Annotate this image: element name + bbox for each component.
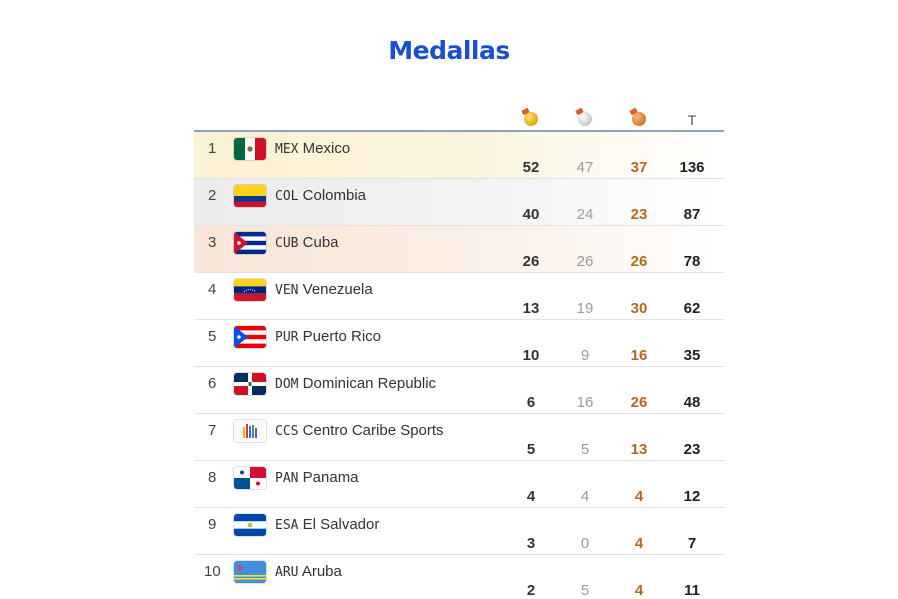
cuba-flag-icon <box>234 232 266 254</box>
table-row[interactable]: 7 CCS Centro Caribe Sports 5 5 13 23 <box>194 414 724 461</box>
rank: 9 <box>208 516 217 533</box>
table-header: T <box>194 104 724 132</box>
country-name[interactable]: CCS Centro Caribe Sports <box>275 422 444 439</box>
country-name[interactable]: PAN Panama <box>275 469 359 486</box>
bronze-count: 13 <box>630 441 648 458</box>
panama-flag-icon <box>234 467 266 489</box>
el-salvador-flag-icon <box>234 514 266 536</box>
colombia-flag-icon <box>234 185 266 207</box>
silver-count: 16 <box>576 394 594 411</box>
gold-count: 2 <box>526 582 536 599</box>
table-row[interactable]: 5 PUR Puerto Rico 10 9 16 35 <box>194 320 724 367</box>
rank: 8 <box>208 469 217 486</box>
total-count: 11 <box>684 582 700 599</box>
total-count: 12 <box>683 488 701 505</box>
centro-caribe-sports-logo-icon <box>234 420 266 442</box>
silver-count: 47 <box>576 159 594 176</box>
bronze-count: 26 <box>630 253 648 270</box>
total-count: 35 <box>683 347 701 364</box>
total-count: 7 <box>687 535 697 552</box>
table-row[interactable]: 9 ESA El Salvador 3 0 4 7 <box>194 508 724 555</box>
gold-count: 10 <box>522 347 540 364</box>
rank: 10 <box>204 563 221 580</box>
silver-count: 5 <box>580 582 590 599</box>
bronze-medal-icon <box>624 112 654 129</box>
silver-count: 26 <box>576 253 594 270</box>
silver-count: 24 <box>576 206 594 223</box>
gold-count: 5 <box>526 441 536 458</box>
country-name[interactable]: PUR Puerto Rico <box>275 328 382 345</box>
gold-count: 4 <box>526 488 536 505</box>
silver-count: 4 <box>580 488 590 505</box>
total-count: 78 <box>683 253 701 270</box>
dominican-republic-flag-icon <box>234 373 266 395</box>
total-count: 87 <box>683 206 701 223</box>
gold-count: 13 <box>522 300 540 317</box>
gold-count: 52 <box>522 159 540 176</box>
bronze-count: 16 <box>630 347 648 364</box>
rank: 4 <box>208 281 217 298</box>
puerto-rico-flag-icon <box>234 326 266 348</box>
rank: 5 <box>208 328 217 345</box>
table-row[interactable]: 6 DOM Dominican Republic 6 16 26 48 <box>194 367 724 414</box>
table-row[interactable]: 2 COL Colombia 40 24 23 87 <box>194 179 724 226</box>
country-name[interactable]: MEX Mexico <box>275 140 351 157</box>
gold-count: 26 <box>522 253 540 270</box>
silver-count: 5 <box>580 441 590 458</box>
bronze-count: 26 <box>630 394 648 411</box>
silver-medal-icon <box>570 112 600 129</box>
bronze-count: 4 <box>634 488 644 505</box>
page-title: Medallas <box>388 36 510 65</box>
rank: 6 <box>208 375 217 392</box>
country-name[interactable]: CUB Cuba <box>275 234 339 251</box>
rank: 1 <box>208 140 217 157</box>
bronze-count: 23 <box>630 206 648 223</box>
venezuela-flag-icon <box>234 279 266 301</box>
total-column-header: T <box>687 112 697 128</box>
country-name[interactable]: ARU Aruba <box>275 563 342 580</box>
country-name[interactable]: VEN Venezuela <box>275 281 373 298</box>
country-name[interactable]: COL Colombia <box>275 187 367 204</box>
bronze-count: 4 <box>634 535 644 552</box>
gold-count: 3 <box>526 535 536 552</box>
gold-medal-icon <box>516 112 546 129</box>
silver-count: 9 <box>580 347 590 364</box>
silver-count: 19 <box>576 300 594 317</box>
table-row[interactable]: 3 CUB Cuba 26 26 26 78 <box>194 226 724 273</box>
country-name[interactable]: ESA El Salvador <box>275 516 380 533</box>
rank: 7 <box>208 422 217 439</box>
table-row[interactable]: 8 PAN Panama 4 4 4 12 <box>194 461 724 508</box>
aruba-flag-icon <box>234 561 266 583</box>
medal-table: T 1 MEX Mexico 52 47 37 136 2 COL Colomb… <box>194 104 724 599</box>
total-count: 23 <box>683 441 701 458</box>
total-count: 136 <box>679 159 705 176</box>
gold-count: 40 <box>522 206 540 223</box>
bronze-count: 4 <box>634 582 644 599</box>
table-row[interactable]: 10 ARU Aruba 2 5 4 11 <box>194 555 724 599</box>
table-row[interactable]: 4 VEN Venezuela 13 19 30 62 <box>194 273 724 320</box>
mexico-flag-icon <box>234 138 266 160</box>
table-row[interactable]: 1 MEX Mexico 52 47 37 136 <box>194 132 724 179</box>
country-name[interactable]: DOM Dominican Republic <box>275 375 437 392</box>
rank: 2 <box>208 187 217 204</box>
rank: 3 <box>208 234 217 251</box>
gold-count: 6 <box>526 394 536 411</box>
total-count: 48 <box>683 394 701 411</box>
total-count: 62 <box>683 300 701 317</box>
bronze-count: 30 <box>630 300 648 317</box>
bronze-count: 37 <box>630 159 648 176</box>
silver-count: 0 <box>580 535 590 552</box>
